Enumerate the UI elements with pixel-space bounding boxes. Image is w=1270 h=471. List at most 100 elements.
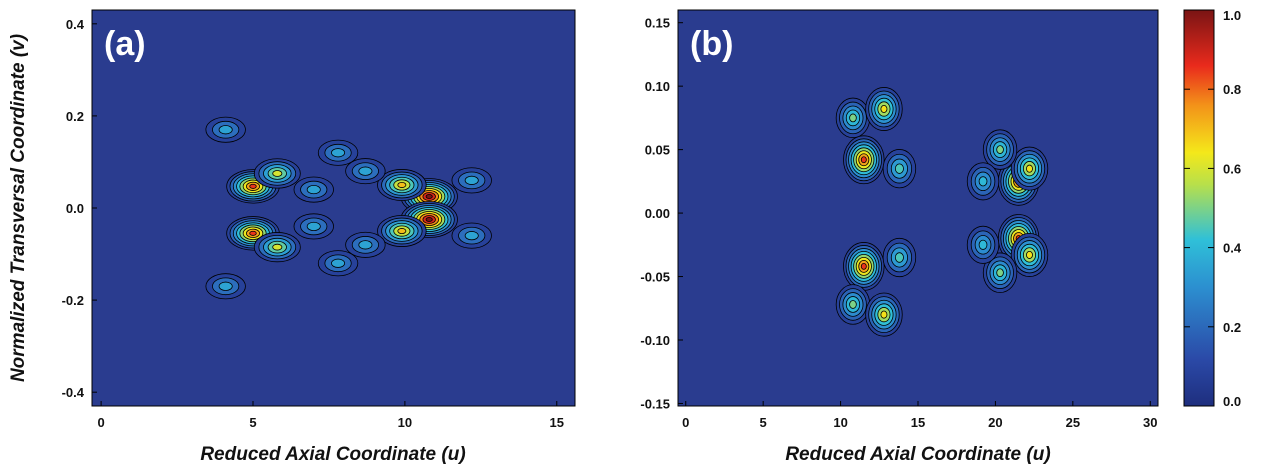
colorbar-tick-label: 1.0 bbox=[1223, 8, 1241, 23]
contour-level bbox=[218, 125, 233, 135]
y-tick-label: 0.10 bbox=[645, 79, 670, 94]
contour-peak bbox=[451, 222, 492, 249]
contour-peak bbox=[982, 252, 1018, 293]
contour-peak bbox=[293, 176, 334, 203]
contour-peak bbox=[345, 231, 386, 258]
contour-level bbox=[860, 262, 867, 270]
contour-level bbox=[306, 221, 321, 232]
contour-level bbox=[894, 163, 904, 174]
y-tick-label: -0.2 bbox=[62, 293, 84, 308]
contour-peak bbox=[317, 250, 359, 277]
x-tick-label: 5 bbox=[249, 415, 256, 430]
panel-b: (b) 0 5 10 15 20 25 30 -0.15 -0.10 -0.05 0.00 0.05… bbox=[640, 9, 1159, 465]
y-tick-label: 0.0 bbox=[66, 201, 84, 216]
contour-level bbox=[331, 148, 346, 158]
y-ticks-b: -0.15 -0.10 -0.05 0.00 0.05 0.10 0.15 bbox=[640, 16, 683, 411]
contour-peak bbox=[226, 216, 280, 251]
contour-level bbox=[358, 240, 373, 250]
colorbar-tick-label: 0.0 bbox=[1223, 394, 1241, 409]
contour-peak bbox=[865, 292, 903, 337]
y-tick-label: 0.4 bbox=[66, 17, 85, 32]
y-axis-label-a: Normalized Transversal Coordinate (v) bbox=[8, 34, 29, 382]
contour-peak bbox=[205, 273, 246, 300]
contours-b bbox=[835, 87, 1049, 337]
contour-level bbox=[996, 268, 1004, 278]
colorbar: 0.0 0.2 0.4 0.6 0.8 1.0 bbox=[1183, 8, 1242, 409]
contour-level bbox=[464, 231, 479, 241]
contour-peak bbox=[882, 237, 917, 278]
y-tick-label: -0.10 bbox=[640, 333, 670, 348]
x-tick-label: 0 bbox=[682, 415, 689, 430]
y-tick-label: -0.4 bbox=[62, 385, 85, 400]
contour-level bbox=[425, 194, 433, 199]
x-tick-label: 5 bbox=[760, 415, 767, 430]
contour-level bbox=[894, 252, 904, 263]
contour-peak bbox=[843, 242, 885, 291]
contour-peak bbox=[982, 129, 1018, 170]
contour-level bbox=[249, 230, 257, 236]
contour-level bbox=[978, 176, 988, 187]
contour-level bbox=[397, 181, 407, 188]
contour-level bbox=[849, 300, 857, 309]
contour-peak bbox=[1010, 146, 1049, 191]
panel-label-a: (a) bbox=[104, 25, 146, 63]
contour-level bbox=[978, 239, 988, 250]
contour-peak bbox=[843, 135, 885, 185]
contour-level bbox=[272, 243, 283, 251]
contour-peak bbox=[966, 225, 1000, 264]
colorbar-ticks: 0.0 0.2 0.4 0.6 0.8 1.0 bbox=[1184, 8, 1242, 409]
colorbar-gradient bbox=[1183, 9, 1215, 407]
x-axis-label-a: Reduced Axial Coordinate (u) bbox=[200, 444, 465, 465]
x-tick-label: 0 bbox=[97, 415, 104, 430]
colorbar-tick-label: 0.2 bbox=[1223, 320, 1241, 335]
x-tick-label: 30 bbox=[1143, 415, 1157, 430]
contour-peak bbox=[451, 167, 492, 194]
colorbar-tick-label: 0.8 bbox=[1223, 82, 1241, 97]
contour-peak bbox=[377, 215, 427, 247]
contour-level bbox=[331, 258, 346, 268]
contour-level bbox=[272, 170, 283, 177]
x-tick-label: 10 bbox=[398, 415, 412, 430]
contours-a bbox=[205, 116, 492, 300]
x-ticks-b: 0 5 10 15 20 25 30 bbox=[682, 401, 1157, 430]
contour-peak bbox=[835, 97, 871, 139]
contour-level bbox=[218, 281, 233, 291]
contour-peak bbox=[253, 158, 301, 189]
x-ticks-a: 0 5 10 15 bbox=[97, 401, 564, 430]
y-tick-label: 0.2 bbox=[66, 109, 84, 124]
y-tick-label: 0.00 bbox=[645, 206, 670, 221]
colorbar-tick-label: 0.6 bbox=[1223, 161, 1241, 176]
x-axis-label-b: Reduced Axial Coordinate (u) bbox=[785, 444, 1050, 465]
y-tick-label: -0.15 bbox=[640, 396, 670, 411]
y-ticks-a: -0.4 -0.2 0.0 0.2 0.4 bbox=[62, 17, 97, 400]
contour-peak bbox=[205, 116, 246, 143]
plot-area-a bbox=[91, 9, 576, 407]
contour-level bbox=[880, 310, 888, 319]
contour-level bbox=[358, 166, 373, 176]
y-tick-label: -0.05 bbox=[640, 270, 670, 285]
contour-level bbox=[306, 184, 321, 195]
panel-a: (a) 0 5 10 15 -0.4 -0.2 0.0 0.2 0.4 Reduced Axi… bbox=[8, 9, 576, 465]
contour-level bbox=[397, 228, 407, 235]
contour-peak bbox=[253, 232, 301, 263]
x-tick-label: 15 bbox=[911, 415, 925, 430]
contour-level bbox=[464, 175, 479, 185]
contour-peak bbox=[293, 213, 334, 240]
y-tick-label: 0.15 bbox=[645, 16, 670, 31]
contour-peak bbox=[345, 158, 386, 185]
x-tick-label: 25 bbox=[1066, 415, 1080, 430]
contour-peak bbox=[1010, 232, 1049, 277]
x-tick-label: 20 bbox=[988, 415, 1002, 430]
colorbar-tick-label: 0.4 bbox=[1223, 241, 1242, 256]
contour-level bbox=[849, 113, 857, 123]
plot-area-b bbox=[677, 9, 1159, 407]
contour-level bbox=[1026, 164, 1033, 173]
y-tick-label: 0.05 bbox=[645, 143, 670, 158]
contour-level bbox=[880, 105, 888, 113]
x-tick-label: 10 bbox=[833, 415, 847, 430]
contour-peak bbox=[317, 139, 359, 166]
contour-peak bbox=[377, 169, 427, 201]
contour-peak bbox=[882, 149, 917, 189]
contour-peak bbox=[835, 284, 871, 325]
